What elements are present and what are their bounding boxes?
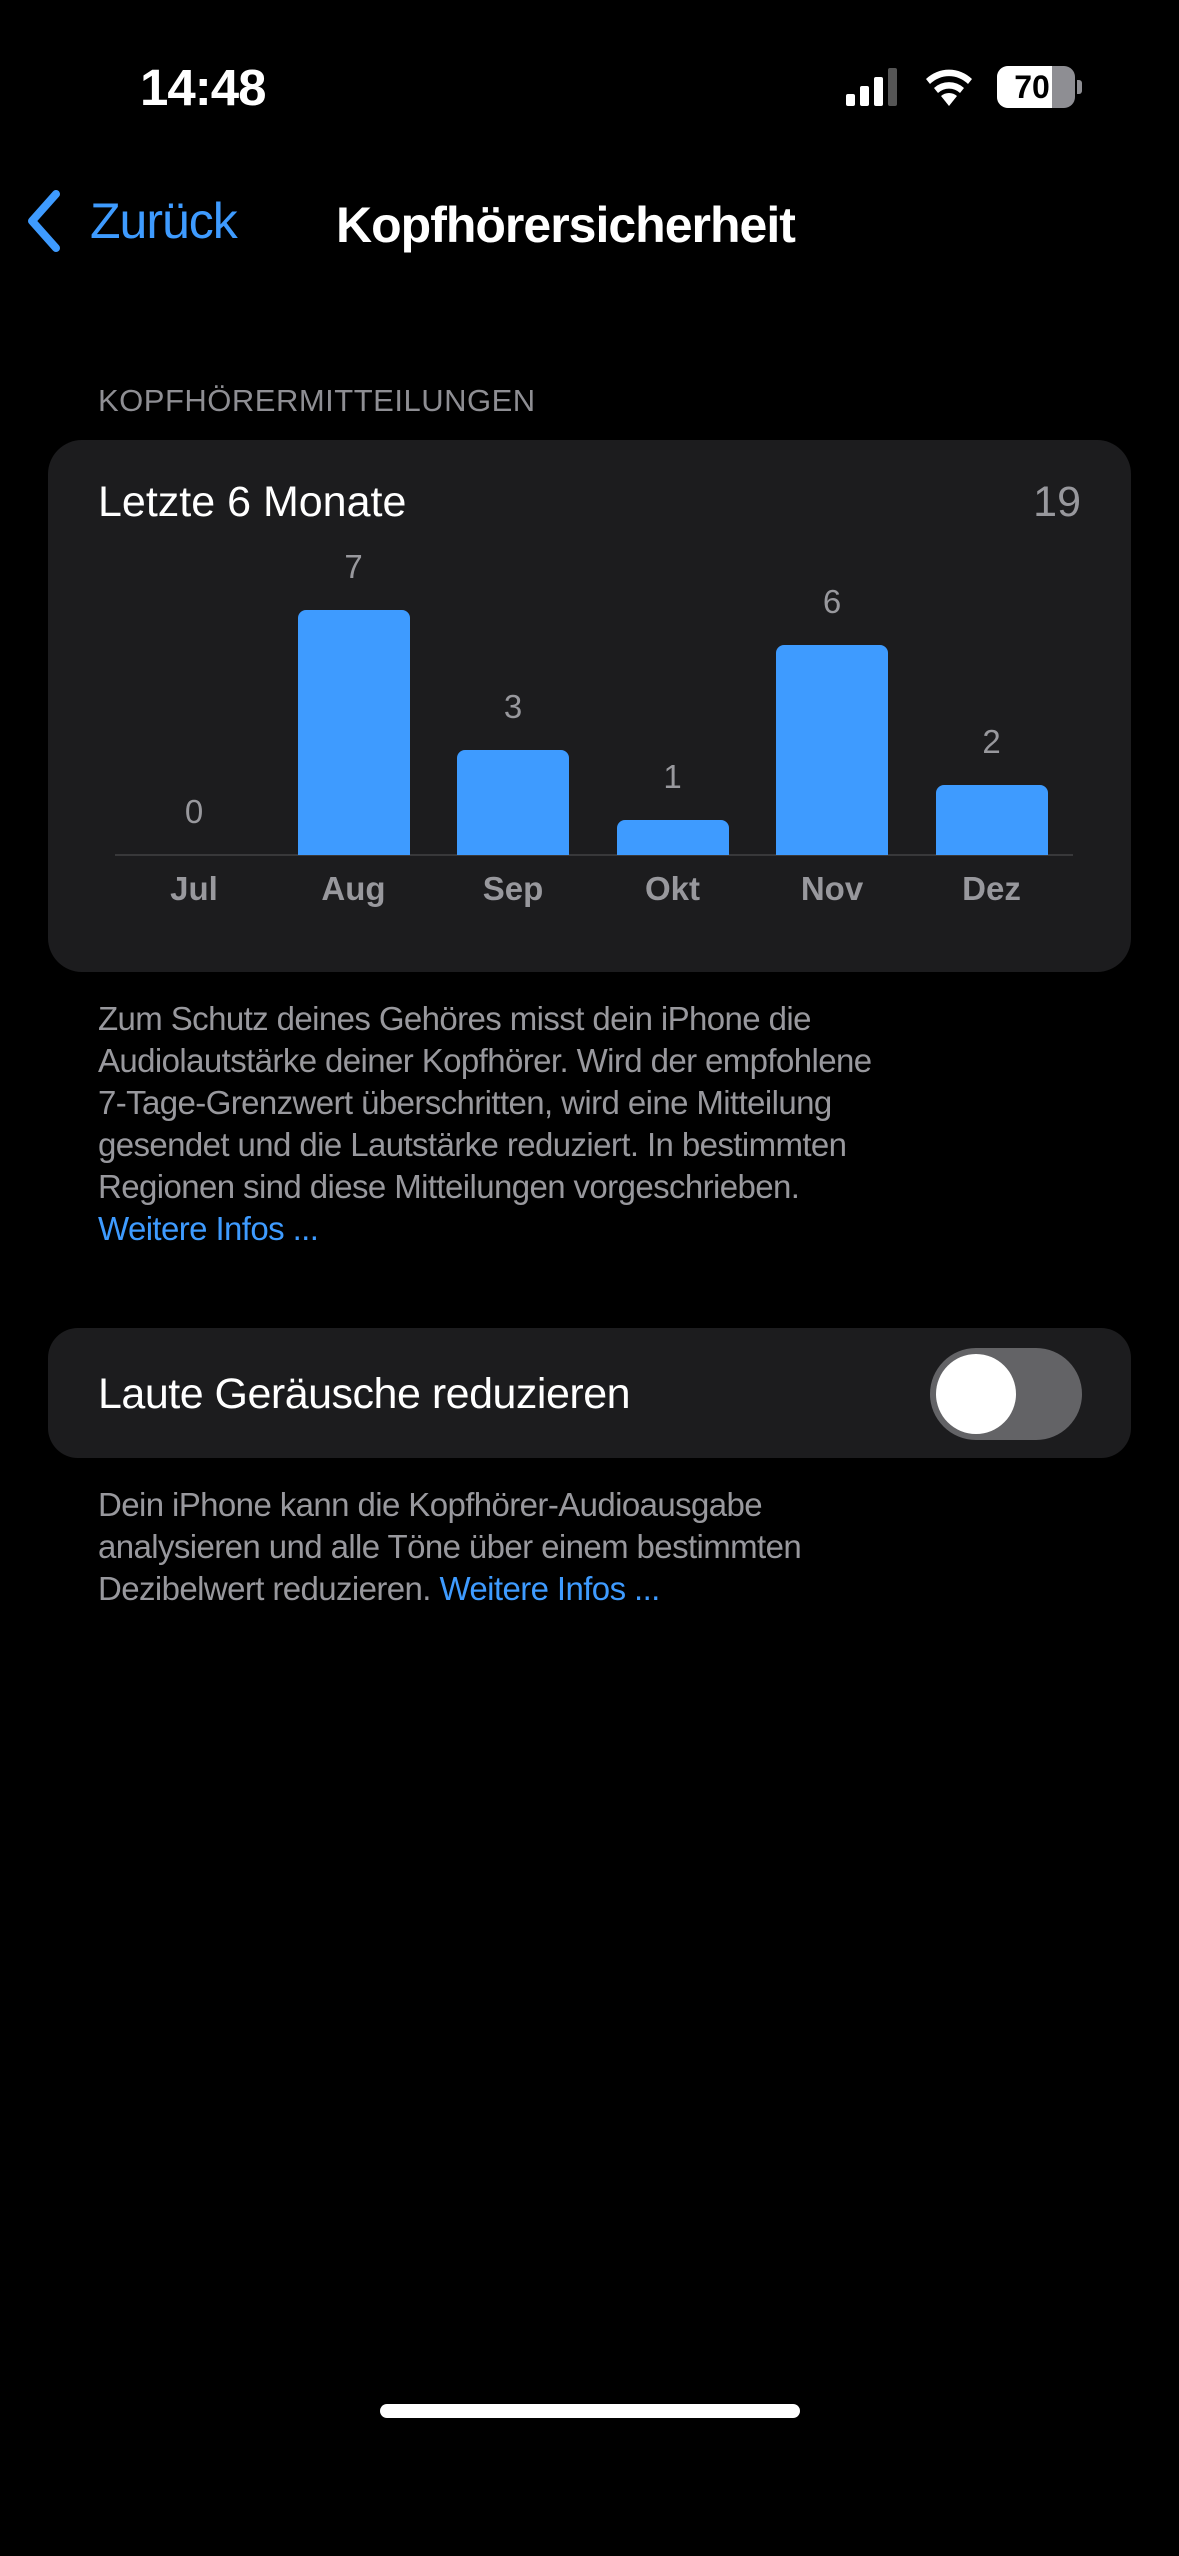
footer-line: gesendet und die Lautstärke reduziert. I…	[98, 1126, 847, 1163]
chart-baseline	[115, 854, 1073, 856]
month-label: Dez	[962, 870, 1021, 907]
footer-line: Regionen sind diese Mitteilungen vorgesc…	[98, 1168, 800, 1205]
battery-level: 70	[1014, 69, 1050, 105]
chart-total: 19	[1033, 478, 1081, 526]
more-info-link[interactable]: Weitere Infos ...	[98, 1210, 319, 1247]
footer-line: Audiolautstärke deiner Kopfhörer. Wird d…	[98, 1042, 872, 1079]
home-indicator[interactable]	[380, 2404, 800, 2418]
footer-line: 7-Tage-Grenzwert überschritten, wird ein…	[98, 1084, 832, 1121]
loud-sounds-label: Laute Geräusche reduzieren	[98, 1370, 631, 1418]
bar-value-label: 7	[344, 548, 363, 585]
bar-value-label: 3	[503, 688, 523, 725]
back-button[interactable]: Zurück	[24, 190, 238, 252]
footer-line: Dein iPhone kann die Kopfhörer-Audioausg…	[98, 1486, 763, 1523]
bar-dez	[935, 785, 1048, 855]
back-label: Zurück	[90, 193, 238, 249]
footer-line: Dezibelwert reduzieren.	[98, 1570, 431, 1607]
toggle-knob	[936, 1354, 1016, 1434]
month-label: Aug	[321, 870, 386, 907]
bar-nov	[776, 645, 888, 855]
loud-sounds-toggle[interactable]	[930, 1348, 1082, 1440]
chevron-left-icon	[28, 190, 60, 252]
section-header: KOPFHÖRERMITTEILUNGEN	[98, 383, 536, 418]
notifications-chart-card: Letzte 6 Monate 19 0 Jul 7 Aug 3 Sep 1 Okt 6 Nov 2…	[48, 440, 1131, 972]
more-info-link[interactable]: Weitere Infos ...	[439, 1570, 660, 1607]
bar-value-label: 2	[982, 723, 1001, 760]
page-title: Kopfhörersicherheit	[336, 197, 796, 253]
month-label: Okt	[644, 870, 700, 907]
bar-okt	[616, 820, 729, 855]
battery-cap	[1077, 80, 1082, 94]
notifications-footer: Zum Schutz deines Gehöres misst dein iPh…	[98, 998, 872, 1250]
month-label: Nov	[800, 870, 864, 907]
chart-title: Letzte 6 Monate	[98, 478, 407, 526]
month-label: Sep	[482, 870, 544, 907]
bar-value-label: 6	[822, 583, 842, 620]
month-label: Jul	[170, 870, 218, 907]
bar-value-label: 0	[184, 793, 204, 830]
footer-line: Zum Schutz deines Gehöres misst dein iPh…	[98, 1000, 811, 1037]
bar-value-label: 1	[663, 758, 682, 795]
bar-sep	[457, 750, 569, 855]
footer-line: analysieren und alle Töne über einem bes…	[98, 1528, 802, 1565]
wifi-icon	[923, 64, 975, 111]
cellular-signal-icon	[846, 66, 902, 111]
loud-sounds-footer: Dein iPhone kann die Kopfhörer-Audioausg…	[98, 1484, 802, 1610]
status-time: 14:48	[140, 59, 266, 116]
bar-aug	[297, 610, 410, 855]
battery-icon: 70	[997, 66, 1075, 108]
loud-sounds-row: Laute Geräusche reduzieren	[48, 1328, 1131, 1458]
